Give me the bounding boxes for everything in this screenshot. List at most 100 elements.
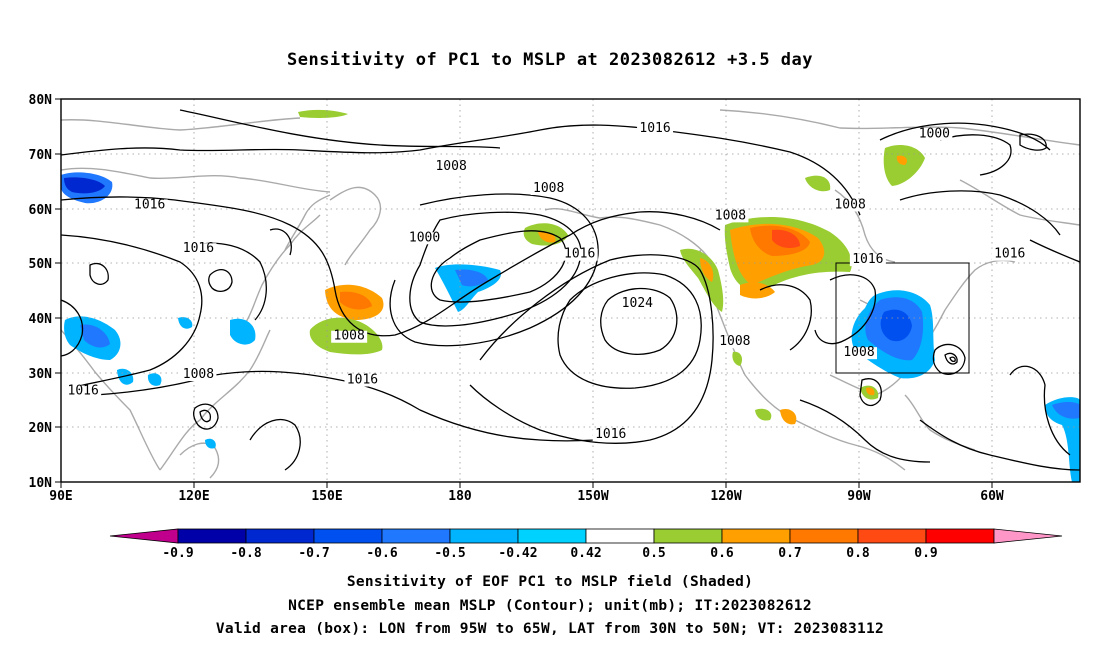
blob-neg-9-core xyxy=(1052,401,1080,419)
contour-label: 1016 xyxy=(347,373,378,388)
contour-label-bg xyxy=(916,128,953,141)
lat-label: 10N xyxy=(29,476,53,491)
colorbar-cell xyxy=(721,528,791,544)
lat-label: 50N xyxy=(29,257,53,272)
contour-label-bg xyxy=(180,243,217,256)
lat-label: 60N xyxy=(29,203,53,218)
contour-label: 1008 xyxy=(334,329,365,344)
caption-contour: NCEP ensemble mean MSLP (Contour); unit(… xyxy=(288,598,812,614)
colorbar-cell xyxy=(245,528,315,544)
colorbar-label: 0.42 xyxy=(570,546,601,561)
colorbar-label: -0.6 xyxy=(366,546,397,561)
colorbar-cell xyxy=(177,528,247,544)
colorbar-cell xyxy=(857,528,927,544)
colorbar-cell xyxy=(313,528,383,544)
contour-label-bg xyxy=(716,336,753,349)
lon-label: 120W xyxy=(710,489,741,504)
lat-label: 80N xyxy=(29,93,53,108)
lon-label: 150E xyxy=(311,489,342,504)
contour-label: 1008 xyxy=(719,334,750,349)
blob-neg-1-core xyxy=(64,177,105,194)
colorbar-cell xyxy=(517,528,587,544)
colorbar-label: 0.5 xyxy=(642,546,665,561)
colorbar-cell xyxy=(585,528,655,544)
lon-label: 90W xyxy=(847,489,871,504)
caption-shaded: Sensitivity of EOF PC1 to MSLP field (Sh… xyxy=(346,574,754,590)
contour-label: 1016 xyxy=(595,427,626,442)
contour-label: 1016 xyxy=(134,197,165,212)
colorbar-cell-min xyxy=(109,528,179,544)
lat-labels: 80N 70N 60N 50N 40N 30N 20N 10N xyxy=(29,93,53,491)
blob-neg-6 xyxy=(147,373,162,386)
contour-label-bg xyxy=(530,183,567,196)
colorbar-label: -0.9 xyxy=(162,546,193,561)
colorbar-cell xyxy=(653,528,723,544)
mslp-contours xyxy=(61,109,1080,471)
colorbar-label: 0.6 xyxy=(710,546,734,561)
blob-pos-9 xyxy=(780,408,797,425)
colorbar-label: -0.5 xyxy=(434,546,465,561)
blob-pos-8 xyxy=(755,408,772,421)
blob-neg-2-core xyxy=(80,324,110,348)
contour-label: 1008 xyxy=(533,181,564,196)
valid-area-box xyxy=(835,262,970,374)
blob-pos-11 xyxy=(883,145,925,186)
contour-label: 1008 xyxy=(715,208,746,223)
blob-pos-11-core xyxy=(896,155,908,165)
blob-pos-2-core xyxy=(340,291,372,310)
coastlines xyxy=(61,109,1080,479)
blob-pos-13-core xyxy=(866,387,875,396)
colorbar-label: -0.7 xyxy=(298,546,329,561)
contour-label-bg xyxy=(849,254,886,267)
blob-pos-5-core xyxy=(700,258,714,282)
colorbar-labels: -0.9 -0.8 -0.7 -0.6 -0.5 -0.42 0.42 0.5 … xyxy=(162,546,937,561)
contour-label-bg xyxy=(65,385,102,398)
contour-label: 1016 xyxy=(68,383,99,398)
blob-neg-4 xyxy=(230,318,256,345)
axis-ticks xyxy=(55,98,993,488)
contour-label: 1008 xyxy=(183,367,214,382)
colorbar: -0.9 -0.8 -0.7 -0.6 -0.5 -0.42 0.42 0.5 … xyxy=(109,528,1063,561)
contour-label-bg xyxy=(841,347,877,360)
colorbar-cell-max xyxy=(993,528,1063,544)
lat-label: 30N xyxy=(29,367,53,382)
contour-label: 1000 xyxy=(409,230,440,245)
blob-neg-3 xyxy=(117,368,134,385)
contour-label: 1024 xyxy=(622,296,653,311)
lon-labels: 90E 120E 150E 180 150W 120W 90W 60W xyxy=(49,489,1004,504)
contour-label-bg xyxy=(406,232,443,245)
map-title: Sensitivity of PC1 to MSLP at 2023082612… xyxy=(286,50,813,70)
blob-neg-5 xyxy=(178,317,193,329)
colorbar-label: 0.9 xyxy=(914,546,937,561)
blob-neg-8-core xyxy=(880,309,912,342)
contour-label-bg xyxy=(131,199,168,212)
contour-label-bg xyxy=(991,248,1028,261)
colorbar-cell xyxy=(925,528,995,544)
lat-label: 40N xyxy=(29,312,53,327)
contour-label-bg xyxy=(344,374,381,387)
blob-pos-3 xyxy=(298,109,348,118)
contour-label-bg xyxy=(619,297,656,310)
colorbar-cell xyxy=(381,528,451,544)
lat-label: 70N xyxy=(29,148,53,163)
blob-pos-10 xyxy=(732,351,743,366)
colorbar-cells xyxy=(109,528,1063,544)
colorbar-cell xyxy=(449,528,519,544)
map-plot-area xyxy=(61,99,1080,482)
contour-label-bg xyxy=(637,122,674,135)
colorbar-label: 0.7 xyxy=(778,546,801,561)
contour-label: 1016 xyxy=(639,121,670,136)
plot-frame xyxy=(60,98,1081,483)
lon-label: 150W xyxy=(577,489,608,504)
contour-label: 1008 xyxy=(435,159,466,174)
contour-label: 1016 xyxy=(852,252,883,267)
contour-labels: 1016 1008 1008 1016 1016 1000 1016 1008 1008 1000… xyxy=(65,121,1028,442)
contour-label: 1016 xyxy=(994,247,1025,262)
blob-pos-7 xyxy=(740,282,775,299)
lat-label: 20N xyxy=(29,421,53,436)
contour-label: 1016 xyxy=(183,241,214,256)
contour-label-bg xyxy=(561,248,598,261)
colorbar-label: 0.8 xyxy=(846,546,870,561)
blob-neg-7-core xyxy=(455,269,488,287)
